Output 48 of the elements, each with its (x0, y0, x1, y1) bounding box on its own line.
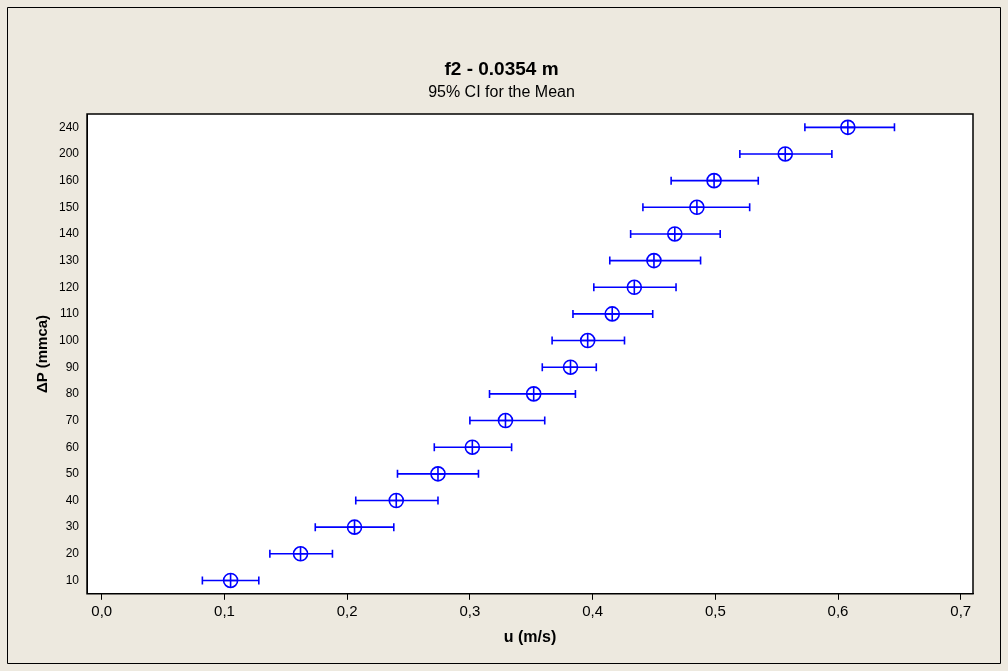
x-tick-label: 0,3 (459, 601, 481, 619)
x-tick-label: 0,7 (950, 601, 972, 619)
point (222, 572, 239, 589)
y-axis-title: ΔP (mmca) (33, 314, 51, 393)
point (562, 359, 579, 376)
point (840, 119, 856, 136)
x-tick-label: 0,0 (91, 601, 113, 619)
point (464, 439, 481, 455)
x-tick-label: 0,6 (827, 601, 849, 619)
y-tick-label: 100 (58, 332, 80, 347)
y-tick-label: 50 (65, 466, 80, 481)
y-tick-label: 60 (65, 439, 80, 454)
point (579, 332, 596, 349)
y-tick-label: 130 (58, 252, 80, 267)
point (626, 279, 643, 296)
y-tick-label: 40 (65, 492, 80, 507)
point (497, 412, 514, 429)
chart-title: f2 - 0.0354 m (444, 57, 559, 79)
y-tick-label: 120 (58, 279, 80, 294)
y-tick-label: 140 (58, 226, 80, 241)
y-tick-label: 70 (65, 412, 80, 427)
point (525, 386, 542, 402)
y-tick-label: 20 (65, 546, 80, 561)
point (604, 306, 621, 322)
x-tick-label: 0,4 (582, 601, 604, 619)
y-tick-label: 10 (65, 572, 80, 587)
y-tick-label: 80 (65, 386, 80, 401)
y-tick-label: 30 (65, 519, 80, 534)
y-tick-label: 110 (59, 306, 80, 321)
point (777, 146, 794, 162)
y-tick-label: 150 (58, 199, 80, 214)
point (430, 466, 446, 482)
point (292, 546, 309, 562)
x-tick-label: 0,5 (704, 601, 726, 619)
x-axis-title: u (m/s) (503, 627, 557, 645)
y-tick-label: 240 (58, 119, 80, 134)
chart-subtitle: 95% CI for the Mean (428, 82, 575, 100)
point (646, 252, 662, 269)
point (388, 492, 405, 509)
x-tick-label: 0,1 (214, 601, 235, 619)
y-tick-label: 200 (58, 146, 80, 161)
y-tick-label: 90 (65, 359, 80, 374)
point (689, 199, 705, 216)
point (667, 226, 683, 242)
y-tick-label: 160 (58, 172, 80, 187)
point (706, 172, 722, 189)
point (346, 519, 363, 535)
x-tick-label: 0,2 (336, 601, 358, 619)
